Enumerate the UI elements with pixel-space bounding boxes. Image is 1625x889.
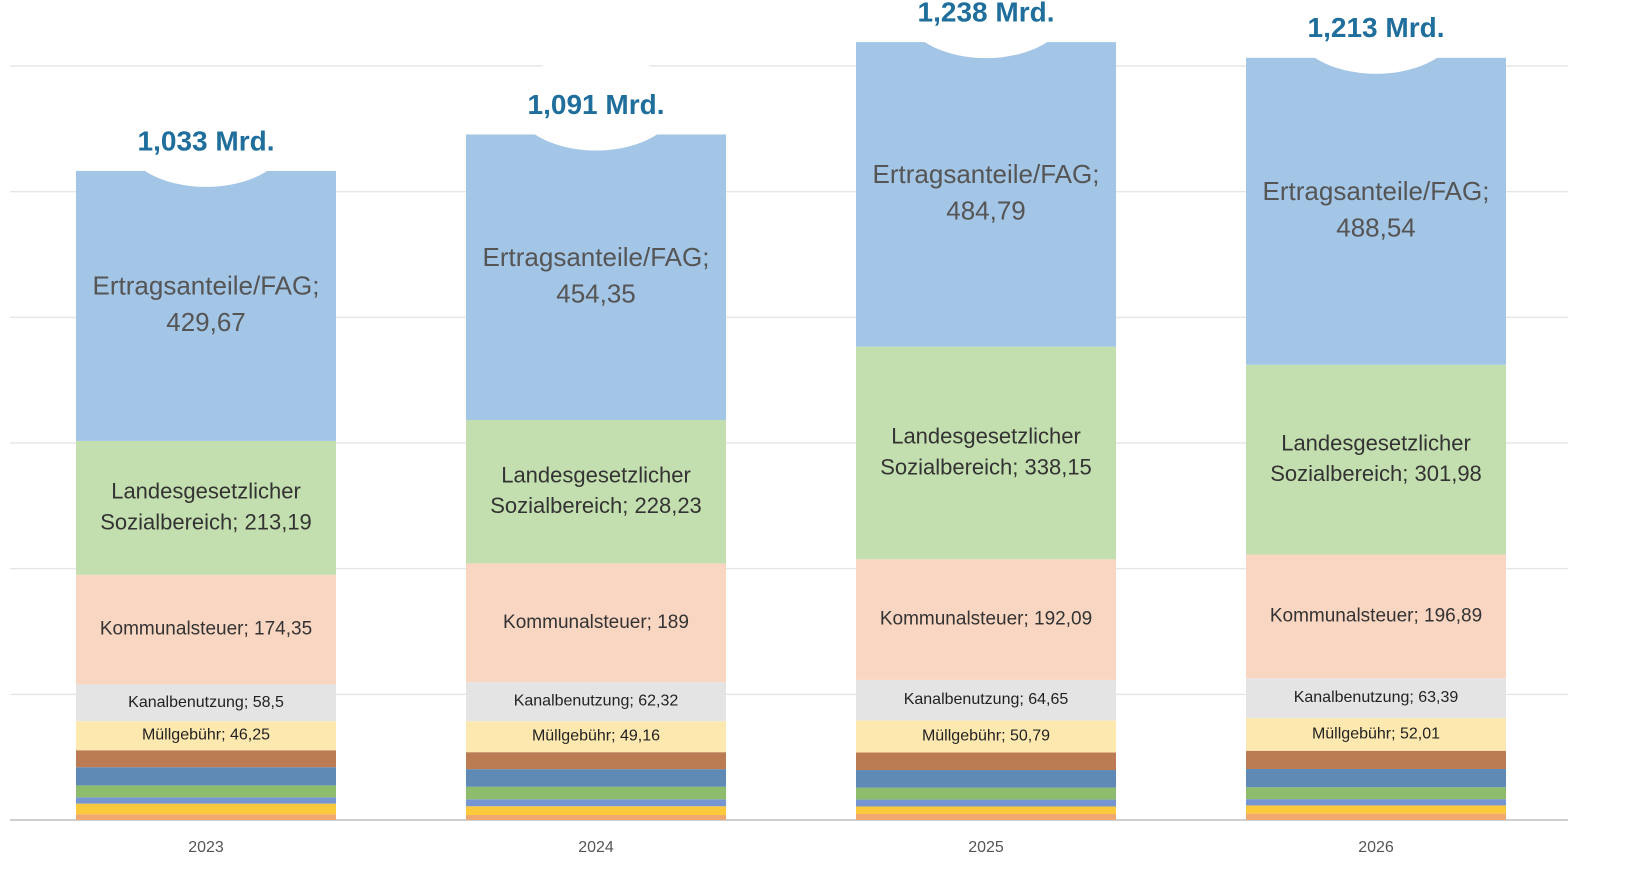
data-label: Müllgebühr; 52,01 [1312,726,1440,743]
bar-segment [1246,750,1506,769]
total-label: 1,238 Mrd. [918,0,1055,28]
data-label: Kanalbenutzung; 58,5 [128,694,284,711]
data-label: Ertragsanteile/FAG; 484,79 [873,159,1100,225]
data-label: Kommunalsteuer; 192,09 [880,609,1092,630]
data-label: Landesgesetzlicher Sozialbereich; 301,98 [1270,430,1482,486]
data-label: Müllgebühr; 49,16 [532,728,660,745]
data-label: Kommunalsteuer; 174,35 [100,619,312,640]
total-label: 1,033 Mrd. [138,125,275,156]
bar-segment [76,803,336,815]
total-label: 1,213 Mrd. [1308,12,1445,43]
bar-segment [466,806,726,816]
data-label: Ertragsanteile/FAG; 488,54 [1263,176,1490,242]
bar-segment [1246,554,1506,679]
bar-segment [856,814,1116,820]
x-tick-label: 2023 [188,839,224,856]
bar-segment [1246,57,1506,365]
bar-segment [466,721,726,753]
bar-segment [1246,799,1506,806]
bar-segment [856,346,1116,560]
bar-segment [76,797,336,804]
bar-segment [1246,813,1506,820]
data-label: Kanalbenutzung; 63,39 [1294,689,1459,706]
data-label: Kommunalsteuer; 196,89 [1270,605,1482,626]
bar-segment [466,786,726,800]
bar-segment [856,679,1116,721]
bar-segment [856,559,1116,680]
bar-segment [1246,364,1506,555]
bar-segment [1246,787,1506,800]
bar-segment [76,767,336,786]
bar-segment [856,799,1116,807]
x-tick-label: 2024 [578,839,614,856]
bar-segment [466,563,726,683]
bar-segment [76,684,336,722]
data-label: Ertragsanteile/FAG; 429,67 [93,271,320,337]
bar-segment [1246,768,1506,788]
data-label: Ertragsanteile/FAG; 454,35 [483,242,710,308]
bar-segment [466,682,726,722]
label-cloud [904,0,1068,59]
data-label: Müllgebühr; 50,79 [922,728,1050,745]
bar-segment [1246,718,1506,751]
bar-segment [1246,805,1506,814]
label-cloud [1294,0,1458,74]
total-label: 1,091 Mrd. [528,89,665,120]
bar-segment [466,799,726,807]
bar-segment [856,806,1116,815]
data-label: Landesgesetzlicher Sozialbereich; 228,23 [490,462,702,518]
bar-segment [76,750,336,768]
bar-segment [466,752,726,770]
data-label: Müllgebühr; 46,25 [142,727,270,744]
bar-segment [856,752,1116,771]
label-cloud [124,90,288,187]
data-label: Kommunalsteuer; 189 [503,612,689,633]
bar-segment [856,787,1116,800]
bar-segment [76,574,336,685]
data-label: Kanalbenutzung; 64,65 [904,691,1069,708]
bar-segment [76,170,336,441]
bar-segment [466,419,726,564]
data-label: Landesgesetzlicher Sozialbereich; 338,15 [880,423,1092,479]
bar-segment [856,42,1116,347]
bar-segment [466,134,726,420]
bar-segment [1246,678,1506,719]
bar-segment [856,720,1116,753]
bar-segment [856,770,1116,788]
label-cloud [514,54,678,151]
x-tick-label: 2026 [1358,839,1394,856]
x-tick-label: 2025 [968,839,1004,856]
bar-segment [76,785,336,798]
bar-segment [76,440,336,575]
bar-segment [466,815,726,820]
data-label: Kanalbenutzung; 62,32 [514,693,679,710]
bar-segment [76,814,336,820]
bar-segment [466,769,726,787]
data-label: Landesgesetzlicher Sozialbereich; 213,19 [100,478,312,534]
bar-segment [76,721,336,751]
